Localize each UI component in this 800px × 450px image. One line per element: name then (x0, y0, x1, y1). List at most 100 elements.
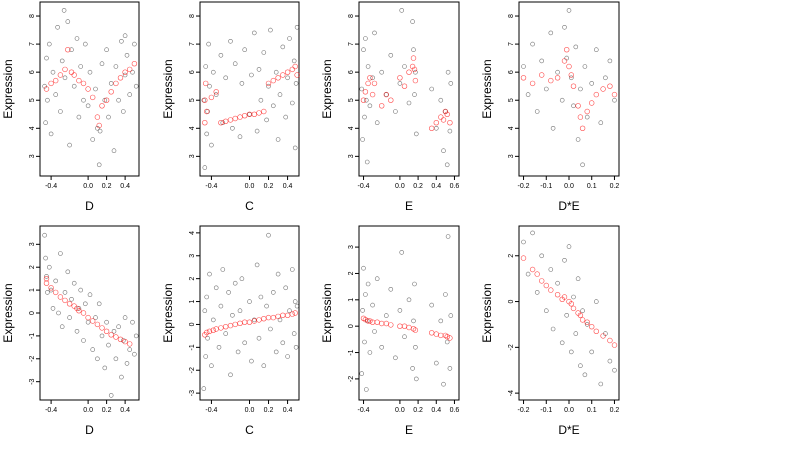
x-axis-label: C (245, 423, 254, 437)
raw-data-point (521, 64, 526, 69)
fitted-data-point (570, 83, 577, 89)
raw-data-point (367, 350, 373, 355)
raw-data-point (550, 126, 556, 131)
y-axis-label: Expression (320, 283, 334, 342)
raw-data-point (62, 290, 68, 295)
x-tick-label: 0.0 (564, 407, 574, 414)
fitted-data-point (563, 46, 570, 53)
raw-data-point (58, 109, 63, 114)
raw-data-point (406, 297, 412, 303)
raw-data-point (235, 349, 241, 355)
fitted-data-point (577, 312, 584, 318)
y-tick-label: 3 (508, 154, 515, 158)
x-tick-label: 0.6 (450, 407, 460, 414)
x-tick-label: 0.4 (120, 183, 130, 190)
raw-data-point (122, 315, 128, 320)
fitted-data-point (401, 83, 408, 89)
plot-frame (39, 225, 140, 401)
raw-data-point (81, 97, 86, 103)
panel-1: -0.4 0.0 0.2 0.4 3 4 5 6 7 8 D Expression (1, 1, 140, 213)
raw-data-point (116, 324, 121, 330)
raw-data-point (119, 38, 124, 44)
y-axis-label: Expression (480, 283, 494, 342)
raw-data-point (76, 306, 82, 311)
y-tick-label: 7 (189, 42, 196, 46)
fitted-data-point (270, 314, 276, 321)
raw-data-point (438, 97, 444, 103)
raw-data-point (44, 274, 49, 279)
raw-data-point (230, 126, 235, 131)
raw-data-point (99, 333, 105, 339)
fitted-data-point (108, 89, 114, 95)
fitted-data-point (409, 63, 416, 70)
raw-data-point (127, 92, 132, 97)
y-axis-label: Expression (480, 59, 494, 118)
raw-data-point (104, 47, 109, 53)
fitted-data-point (568, 72, 574, 78)
raw-data-point (59, 58, 65, 64)
fitted-data-point (548, 77, 554, 84)
x-tick-label: -0.2 (518, 407, 530, 414)
raw-data-point (448, 81, 454, 86)
raw-data-point (69, 47, 74, 53)
raw-data-point (83, 301, 88, 307)
raw-data-point (550, 326, 556, 332)
raw-data-point (360, 137, 365, 142)
raw-data-point (370, 302, 375, 308)
raw-data-point (443, 292, 448, 297)
fitted-data-point (374, 319, 380, 325)
raw-data-point (45, 290, 50, 295)
raw-data-point (365, 64, 371, 69)
raw-data-point (133, 83, 139, 89)
fitted-data-point (397, 323, 403, 329)
raw-data-point (578, 363, 583, 369)
fitted-data-point (538, 278, 545, 284)
fitted-data-point (433, 331, 439, 337)
x-tick-label: 0.0 (83, 183, 93, 190)
raw-data-point (228, 372, 233, 378)
raw-data-point (121, 109, 126, 114)
raw-data-point (548, 267, 554, 272)
raw-data-point (127, 347, 132, 352)
fitted-data-point (232, 321, 238, 328)
raw-data-point (113, 356, 119, 362)
fitted-data-point (447, 335, 453, 341)
raw-data-point (543, 308, 549, 314)
y-tick-label: 6 (348, 70, 355, 74)
fitted-data-point (242, 319, 248, 325)
raw-data-point (104, 319, 109, 325)
y-tick-label: 6 (508, 70, 515, 74)
fitted-data-point (554, 292, 561, 298)
y-tick-label: -4 (508, 390, 515, 396)
raw-data-series (42, 232, 139, 398)
raw-data-point (203, 354, 208, 359)
fitted-data-point (397, 75, 403, 81)
panel-2: -0.4 0.0 0.2 0.4 3 4 5 6 7 8 C Expression (161, 1, 300, 213)
raw-data-point (406, 100, 412, 106)
fitted-data-point (444, 111, 450, 118)
y-tick-label: -2 (508, 344, 515, 350)
raw-data-point (230, 312, 235, 318)
raw-data-point (413, 344, 418, 350)
y-tick-label: 3 (348, 245, 355, 249)
y-axis-label: Expression (161, 283, 175, 342)
fitted-data-point (367, 75, 373, 81)
fitted-data-point (227, 322, 234, 329)
fitted-data-point (85, 314, 91, 321)
raw-data-point (530, 41, 535, 47)
raw-data-point (264, 117, 269, 123)
y-tick-label: -1 (348, 349, 355, 355)
y-tick-label: 4 (348, 126, 355, 130)
raw-data-point (433, 126, 439, 131)
raw-data-point (444, 339, 450, 345)
raw-data-point (53, 92, 59, 97)
x-tick-label: -0.1 (540, 407, 552, 414)
raw-data-point (383, 92, 389, 97)
panel-6: -0.4 0.0 0.2 0.4 -3 -2 -1 0 1 2 3 4 C Expression (161, 225, 300, 437)
raw-data-point (96, 301, 102, 307)
raw-data-point (372, 30, 377, 36)
raw-data-point (413, 131, 419, 137)
raw-data-point (61, 8, 67, 13)
fitted-data-point (383, 91, 389, 98)
raw-data-point (555, 69, 560, 75)
